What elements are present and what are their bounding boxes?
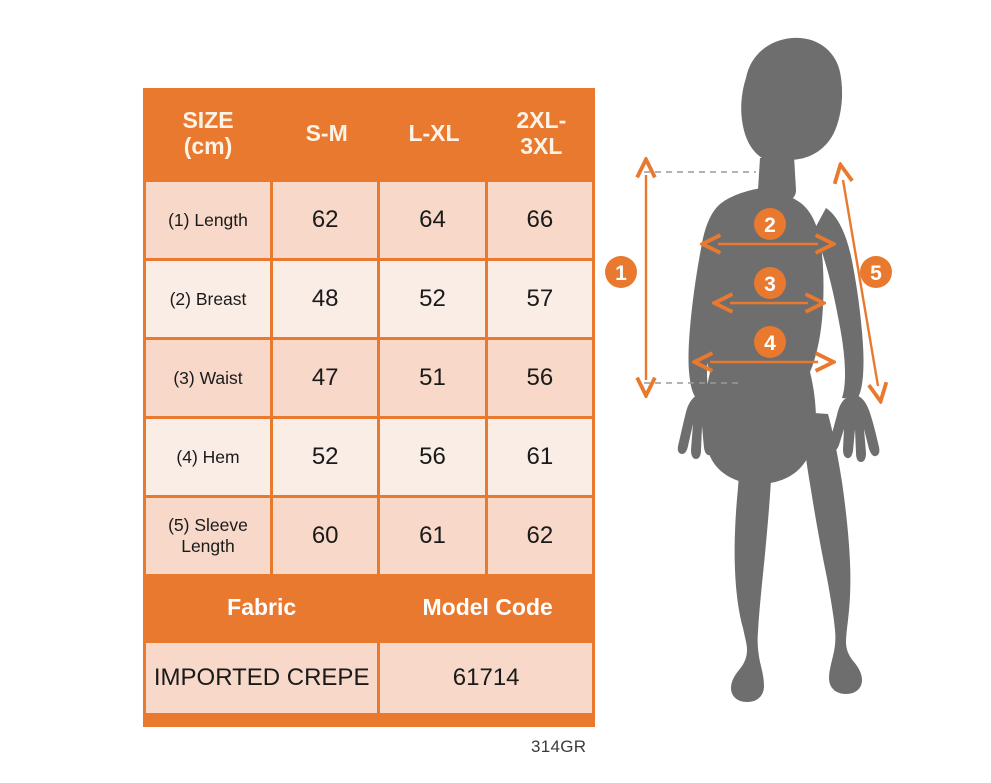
row-label-length: (1) Length xyxy=(143,179,273,258)
table-row: (2) Breast 48 52 57 xyxy=(143,258,595,337)
header-2xl-line1: 2XL- xyxy=(516,106,567,133)
badge-3: 3 xyxy=(754,267,786,299)
row-label-breast: (2) Breast xyxy=(143,258,273,337)
female-silhouette-icon xyxy=(677,37,880,702)
cell-sleeve-lxl: 61 xyxy=(380,495,488,574)
table-row: (4) Hem 52 56 61 xyxy=(143,416,595,495)
header-size-line1: SIZE xyxy=(182,106,234,133)
model-code-tag: 314GR xyxy=(531,737,587,756)
row-label-sleeve-line1: (5) Sleeve xyxy=(168,515,248,535)
measurement-arrows xyxy=(646,175,878,386)
cell-hem-2xl: 61 xyxy=(487,416,595,495)
table-row: (3) Waist 47 51 56 xyxy=(143,337,595,416)
badge-2-label: 2 xyxy=(764,214,776,237)
cell-breast-2xl: 57 xyxy=(487,258,595,337)
guide-lines xyxy=(644,171,756,384)
cell-waist-2xl: 56 xyxy=(487,337,595,416)
cell-breast-lxl: 52 xyxy=(380,258,488,337)
header-size-line2: (cm) xyxy=(183,132,233,159)
cell-hem-sm: 52 xyxy=(273,416,381,495)
header-2xl-line2: 3XL xyxy=(520,132,563,159)
row-label-sleeve-line2: Length xyxy=(181,536,235,556)
badge-5-label: 5 xyxy=(870,262,882,285)
badge-1-label: 1 xyxy=(615,262,627,285)
cell-length-lxl: 64 xyxy=(380,179,488,258)
badge-4-label: 4 xyxy=(764,332,776,355)
arrow-sleeve-length xyxy=(843,180,878,386)
footer-value-model-code: 61714 xyxy=(380,640,595,716)
table-row: (1) Length 62 64 66 xyxy=(143,179,595,258)
badge-1: 1 xyxy=(605,256,637,288)
badge-3-label: 3 xyxy=(764,273,776,296)
row-label-sleeve-length: (5) Sleeve Length xyxy=(143,495,273,574)
badge-5: 5 xyxy=(860,256,892,288)
footer-header-row: Fabric Model Code xyxy=(143,574,595,640)
cell-breast-sm: 48 xyxy=(273,258,381,337)
measurement-figure: 1 2 3 4 5 xyxy=(600,20,980,770)
table-header-row: SIZE (cm) S-M L-XL 2XL- 3XL xyxy=(143,88,595,179)
footer-header-fabric: Fabric xyxy=(143,574,381,640)
footer-header-model-code: Model Code xyxy=(380,574,595,640)
badge-2: 2 xyxy=(754,208,786,240)
cell-length-sm: 62 xyxy=(273,179,381,258)
cell-hem-lxl: 56 xyxy=(380,416,488,495)
size-chart-table: SIZE (cm) S-M L-XL 2XL- 3XL (1) Length 6… xyxy=(143,88,595,727)
header-cell-size: SIZE (cm) xyxy=(143,88,273,179)
header-cell-sm: S-M xyxy=(273,88,381,179)
cell-sleeve-sm: 60 xyxy=(273,495,381,574)
row-label-hem: (4) Hem xyxy=(143,416,273,495)
cell-length-2xl: 66 xyxy=(487,179,595,258)
footer-value-row: IMPORTED CREPE 61714 xyxy=(143,640,595,716)
row-label-waist: (3) Waist xyxy=(143,337,273,416)
header-cell-lxl: L-XL xyxy=(380,88,488,179)
cell-sleeve-2xl: 62 xyxy=(487,495,595,574)
badge-4: 4 xyxy=(754,326,786,358)
footer-value-fabric: IMPORTED CREPE xyxy=(143,640,381,716)
measurement-badges: 1 2 3 4 5 xyxy=(605,208,892,358)
header-cell-2xl-3xl: 2XL- 3XL xyxy=(487,88,595,179)
cell-waist-lxl: 51 xyxy=(380,337,488,416)
cell-waist-sm: 47 xyxy=(273,337,381,416)
table-row: (5) Sleeve Length 60 61 62 xyxy=(143,495,595,574)
